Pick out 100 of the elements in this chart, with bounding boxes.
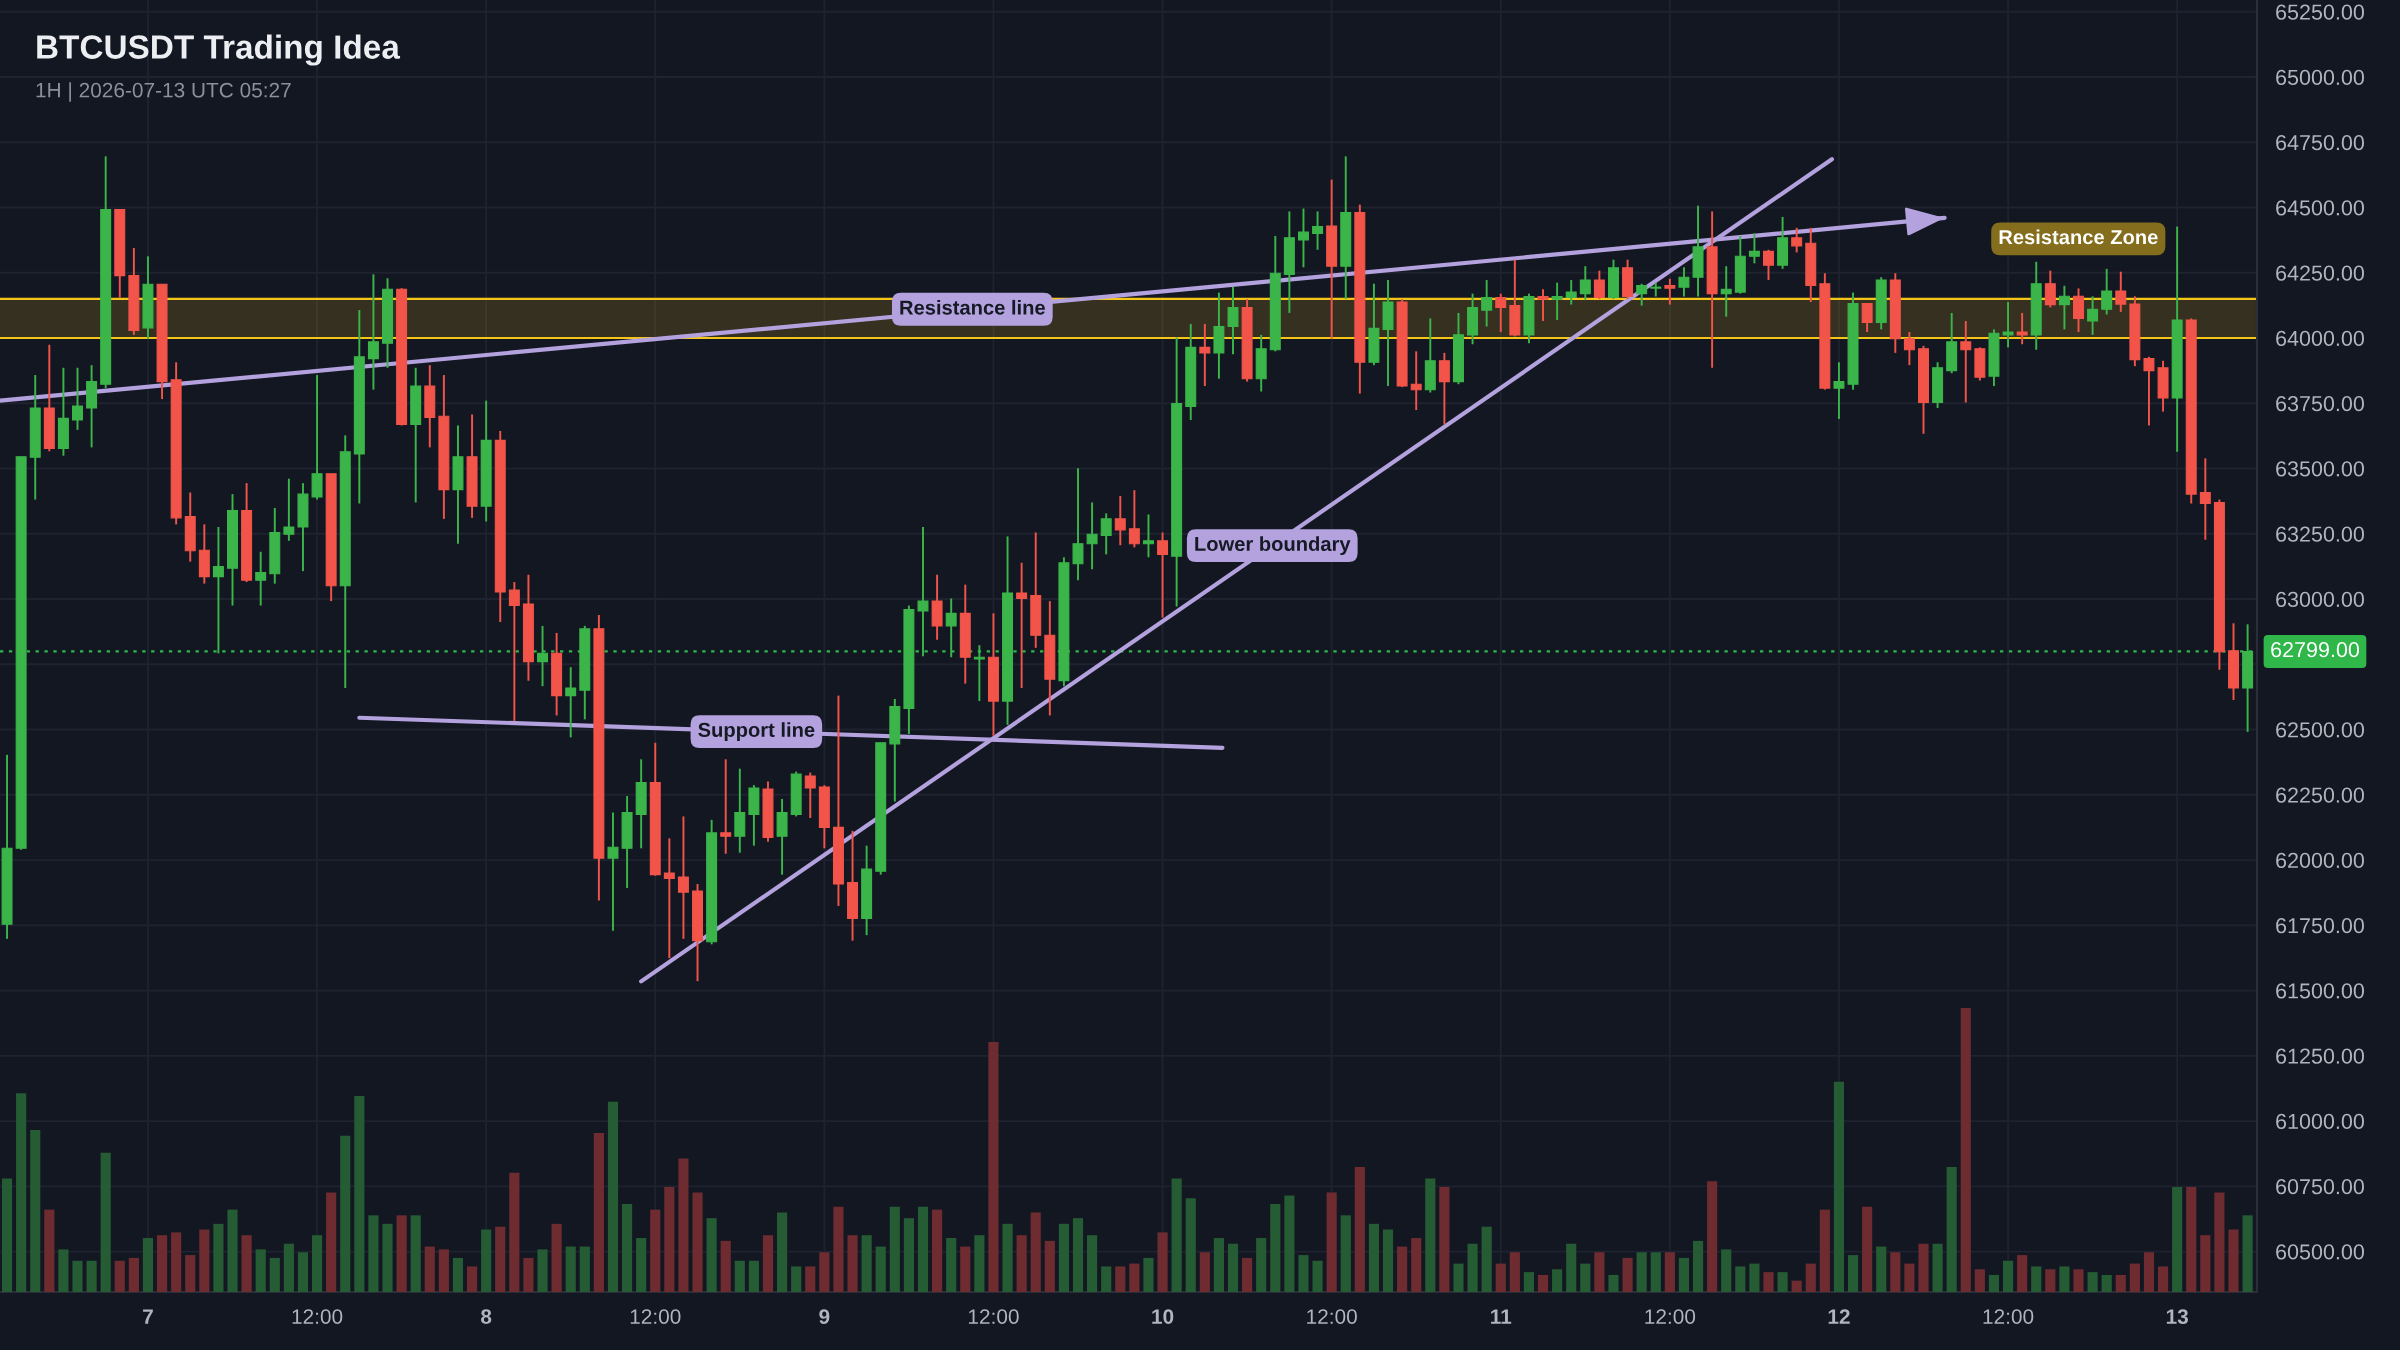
bar [1537, 1274, 1549, 1292]
candlestick [2143, 355, 2155, 427]
bar [241, 1235, 252, 1292]
bar [311, 1235, 323, 1292]
bar [1988, 1274, 2000, 1292]
bar [974, 1235, 985, 1292]
bar [1819, 1209, 1830, 1292]
bar [720, 1240, 731, 1292]
bar [1312, 1260, 1323, 1292]
bar [1101, 1266, 1112, 1292]
y-tick-label: 65250.00 [2276, 4, 2364, 20]
bar [2031, 1266, 2042, 1292]
candlestick [1593, 269, 1605, 301]
y-tick-label: 64250.00 [2276, 265, 2364, 281]
bar [1129, 1263, 1140, 1292]
candlestick [2044, 269, 2056, 309]
y-tick-label: 63000.00 [2276, 591, 2364, 608]
bar [1974, 1269, 1985, 1292]
bar [1270, 1203, 1281, 1292]
y-tick-label: 61000.00 [2276, 1113, 2364, 1130]
bar [1382, 1229, 1394, 1292]
band-label: Resistance Zone [1999, 229, 2158, 245]
candlestick [677, 815, 689, 940]
y-tick-label: 64000.00 [2276, 330, 2364, 347]
candlestick [1678, 266, 1690, 298]
candlestick [1016, 561, 1028, 689]
bar [607, 1101, 619, 1292]
bar [297, 1252, 309, 1292]
text: 1H | 2026-07-13 UTC 05:27 [36, 82, 291, 102]
bar [1495, 1263, 1506, 1292]
bar [1692, 1240, 1704, 1292]
candlestick [1410, 350, 1422, 412]
candlestick [1199, 322, 1211, 387]
candlestick [1579, 265, 1591, 302]
candlestick [1086, 501, 1098, 571]
bar [185, 1255, 196, 1292]
bar [1439, 1186, 1450, 1292]
bar [142, 1238, 154, 1292]
bar [1072, 1218, 1084, 1292]
bar [819, 1252, 830, 1292]
bar [1862, 1206, 1873, 1292]
bar [1030, 1212, 1041, 1292]
bar [2115, 1274, 2126, 1292]
bar [1636, 1252, 1647, 1292]
bar [156, 1235, 168, 1292]
y-tick-label: 62000.00 [2276, 852, 2364, 869]
bar [664, 1186, 675, 1292]
bar [1199, 1252, 1210, 1292]
bar [466, 1266, 478, 1292]
text: BTCUSDT Trading Idea [37, 34, 401, 66]
candlestick [1438, 351, 1450, 426]
bar [1594, 1252, 1605, 1292]
candlestick [1157, 531, 1169, 619]
bar [1256, 1238, 1267, 1292]
bar [960, 1246, 971, 1292]
bar [1213, 1238, 1224, 1292]
series-label: Resistance line [900, 299, 1045, 315]
bar [1791, 1280, 1802, 1292]
bar [748, 1260, 759, 1292]
bar [988, 1042, 999, 1292]
bar [1523, 1272, 1535, 1292]
bar [1890, 1252, 1901, 1292]
bar [1664, 1252, 1675, 1292]
candlestick [1114, 494, 1126, 547]
candlestick [2073, 287, 2084, 333]
y-tick-label: 63750.00 [2276, 396, 2364, 412]
bar [269, 1257, 280, 1292]
bar [622, 1203, 633, 1292]
candlestick [1565, 279, 1577, 306]
bar [213, 1223, 224, 1292]
candlestick [2115, 270, 2127, 313]
bar [44, 1209, 55, 1292]
bar [1777, 1272, 1788, 1292]
bar [523, 1257, 534, 1292]
bar [1340, 1215, 1351, 1292]
bar [889, 1206, 900, 1292]
bar [326, 1192, 337, 1292]
x-tick-label: 7 [143, 1309, 153, 1324]
bar [1481, 1226, 1492, 1292]
candlestick [1960, 320, 1972, 404]
bar [128, 1257, 139, 1292]
candlestick [1227, 286, 1239, 356]
bar [1, 1178, 13, 1292]
y-tick-label: 61750.00 [2276, 918, 2364, 934]
candlestick [607, 811, 619, 932]
bar [1171, 1178, 1182, 1292]
bar [1397, 1246, 1408, 1292]
bar [1411, 1238, 1422, 1292]
x-tick-label: 11 [1491, 1309, 1512, 1324]
bar [593, 1132, 604, 1292]
bar [1298, 1255, 1309, 1292]
bar [1354, 1167, 1365, 1292]
bar [833, 1206, 844, 1292]
bar [1608, 1274, 1619, 1292]
bar [2242, 1215, 2253, 1292]
bar [777, 1212, 788, 1292]
bar [452, 1257, 464, 1292]
bar [2186, 1186, 2197, 1292]
bar [2172, 1186, 2183, 1292]
bar [2214, 1192, 2225, 1292]
